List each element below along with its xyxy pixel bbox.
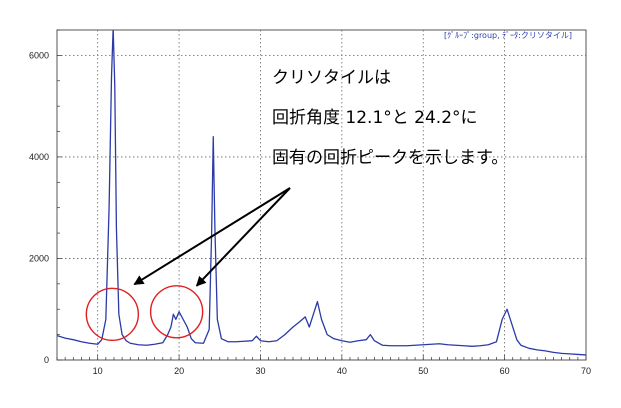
x-tick-label: 30 [255,366,265,376]
annotation-arrow-1 [195,187,291,287]
plot-header-label: [ｸﾞﾙｰﾌﾟ:group, ﾃﾞｰﾀ:クリソタイル] [444,31,572,40]
y-tick-label: 4000 [29,152,49,162]
grid-lines [57,30,586,360]
y-tick-label: 2000 [29,253,49,263]
annotation-line: 回折角度 12.1°と 24.2°に [272,108,478,128]
annotation-arrow-0 [133,187,291,286]
y-tick-labels: 0 2000 4000 6000 [29,50,49,365]
tick-marks [56,29,587,361]
annotation-line: 固有の回折ピークを示します。 [272,148,508,168]
x-tick-label: 40 [337,366,347,376]
y-tick-label: 0 [44,355,49,365]
peak-highlight-circle-0 [85,287,140,342]
x-tick-label: 10 [93,366,103,376]
x-tick-label: 60 [500,366,510,376]
x-tick-label: 20 [174,366,184,376]
x-tick-label: 70 [581,366,591,376]
plot-frame [56,29,587,361]
peak-highlight-circle-1 [149,285,204,339]
y-tick-label: 6000 [29,50,49,60]
x-tick-labels: 10 20 30 40 50 60 70 [93,366,591,376]
annotation-line: クリソタイルは [272,68,391,88]
x-tick-label: 50 [418,366,428,376]
